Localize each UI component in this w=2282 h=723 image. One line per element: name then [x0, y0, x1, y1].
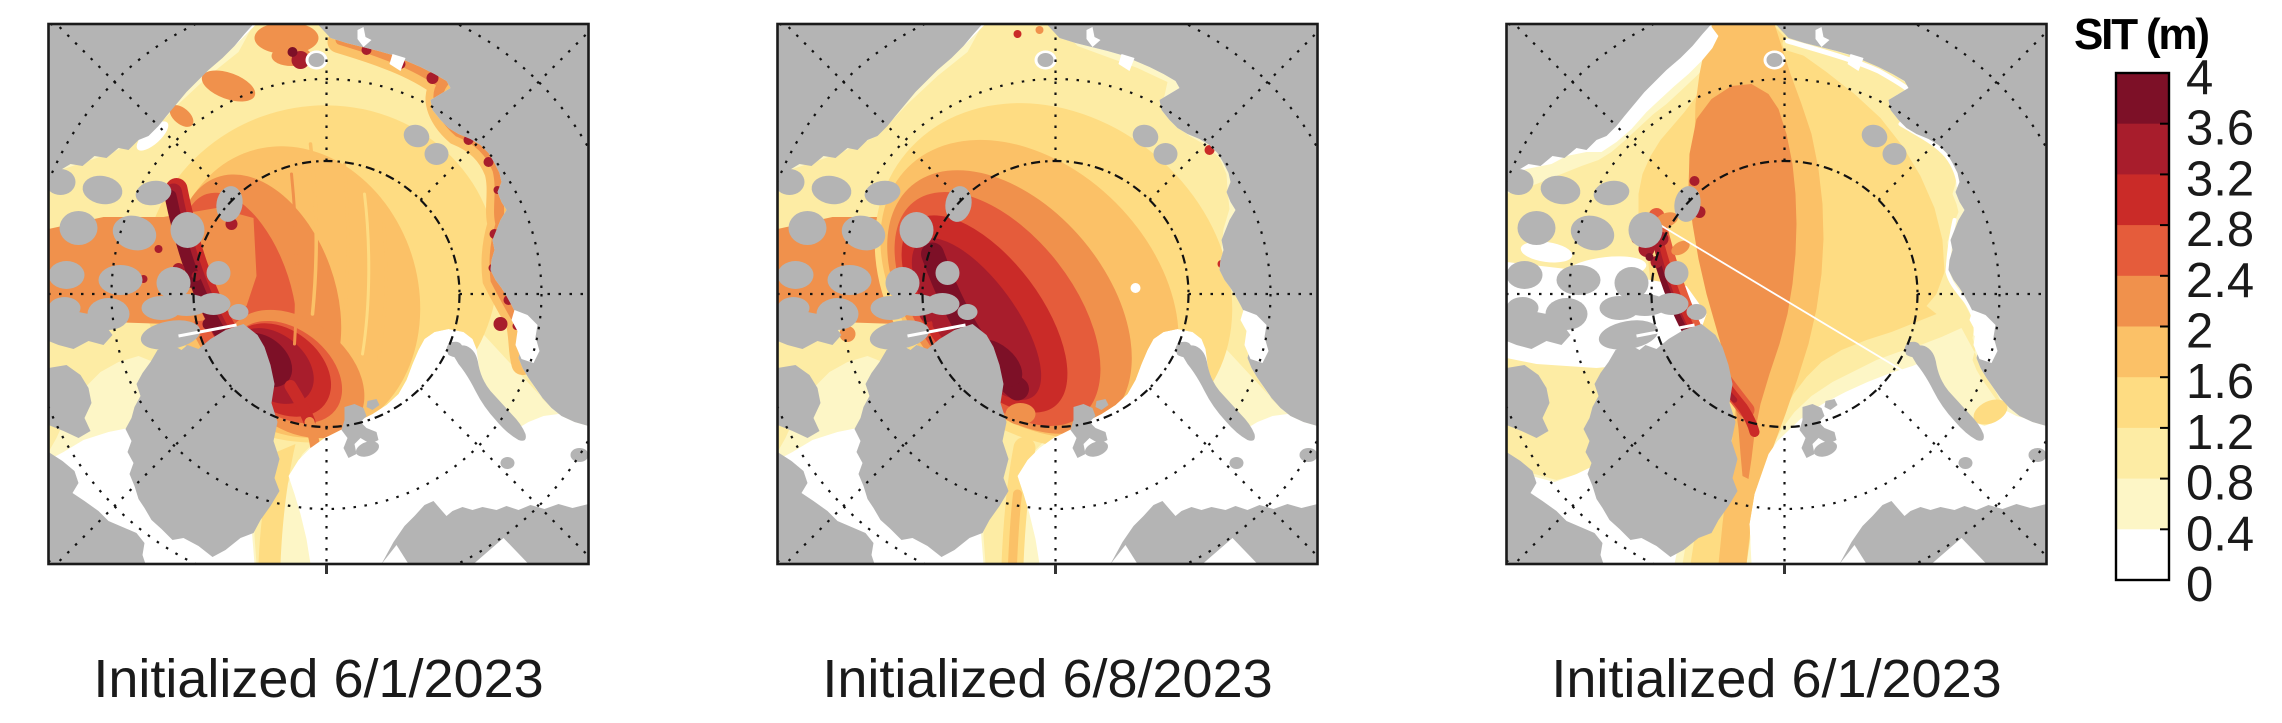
svg-text:1.6: 1.6 — [2186, 355, 2254, 409]
svg-text:3.6: 3.6 — [2186, 102, 2254, 156]
svg-text:Initialized 6/1/2023: Initialized 6/1/2023 — [93, 649, 543, 709]
svg-text:Initialized 6/8/2023: Initialized 6/8/2023 — [822, 649, 1272, 709]
svg-text:2.4: 2.4 — [2186, 254, 2254, 308]
svg-text:0.4: 0.4 — [2186, 507, 2254, 561]
svg-text:SIT (m): SIT (m) — [2074, 10, 2210, 59]
svg-text:Initialized 6/1/2023: Initialized 6/1/2023 — [1551, 649, 2001, 709]
svg-text:0.8: 0.8 — [2186, 457, 2254, 511]
svg-text:4: 4 — [2186, 51, 2213, 105]
svg-text:0: 0 — [2186, 558, 2213, 612]
svg-text:1.2: 1.2 — [2186, 406, 2254, 460]
svg-text:3.2: 3.2 — [2186, 152, 2254, 206]
svg-text:2: 2 — [2186, 305, 2213, 359]
svg-text:2.8: 2.8 — [2186, 203, 2254, 257]
